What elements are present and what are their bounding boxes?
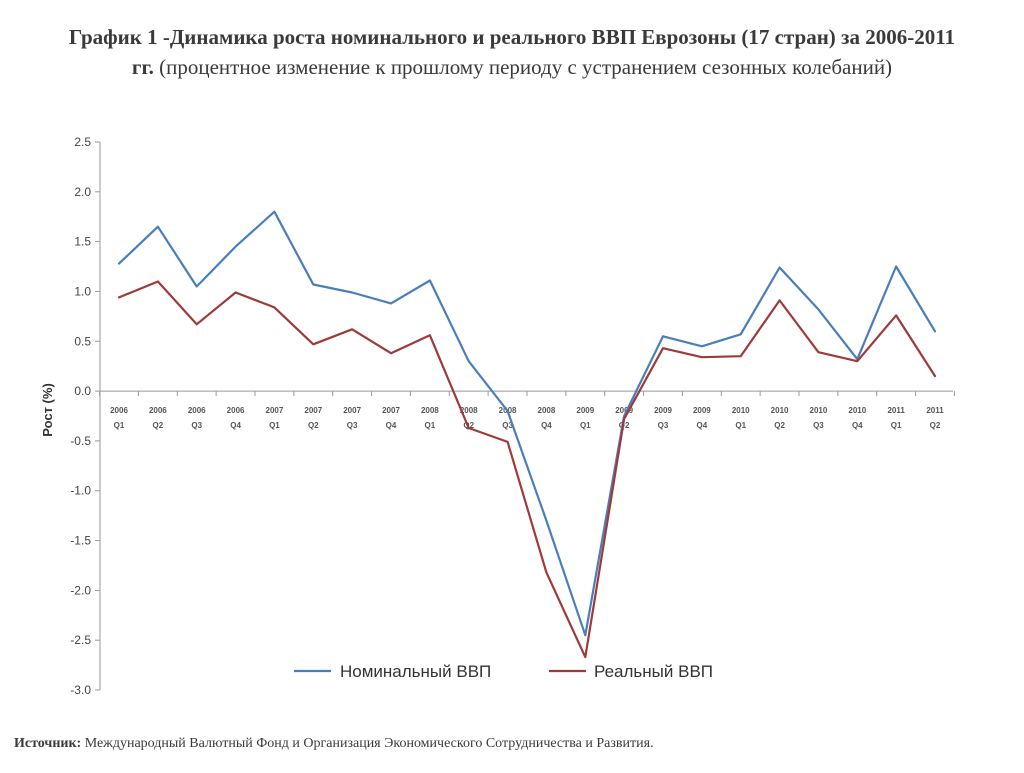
x-tick-label-quarter: Q4 bbox=[386, 421, 397, 430]
x-tick-label-quarter: Q1 bbox=[580, 421, 591, 430]
x-tick-label-year: 2007 bbox=[304, 406, 322, 415]
x-tick-label-year: 2009 bbox=[693, 406, 711, 415]
axes bbox=[95, 142, 954, 690]
x-tick-label-quarter: Q4 bbox=[697, 421, 708, 430]
x-tick-label-quarter: Q3 bbox=[347, 421, 358, 430]
y-tick-labels: 2.5 2.0 1.5 1.0 0.5 0.0 -0.5 -1.0 -1.5 -2.0 -2.5 -3… bbox=[70, 135, 91, 697]
x-tick-label-quarter: Q3 bbox=[813, 421, 824, 430]
y-tick-label: -1.5 bbox=[70, 534, 91, 548]
x-tick-label-year: 2009 bbox=[654, 406, 672, 415]
y-tick-label: -2.0 bbox=[70, 583, 91, 597]
y-tick-label: 0.0 bbox=[74, 384, 91, 398]
x-tick-label-year: 2006 bbox=[149, 406, 167, 415]
source-note: Источник: Международный Валютный Фонд и … bbox=[14, 736, 654, 752]
x-tick-label-quarter: Q4 bbox=[541, 421, 552, 430]
x-tick-label-quarter: Q2 bbox=[308, 421, 319, 430]
y-tick-label: -0.5 bbox=[70, 434, 91, 448]
x-tick-label-quarter: Q3 bbox=[191, 421, 202, 430]
x-tick-labels: 2006 Q1 2006 Q2 2006 Q3 2006 Q4 2007 Q1 2007 Q2 2007… bbox=[110, 406, 944, 430]
legend-label: Реальный ВВП bbox=[594, 662, 713, 681]
x-tick-label-quarter: Q4 bbox=[230, 421, 241, 430]
x-tick-label-year: 2007 bbox=[343, 406, 361, 415]
y-tick-label: 2.0 bbox=[74, 185, 91, 199]
x-tick-label-quarter: Q4 bbox=[852, 421, 863, 430]
x-tick-label-quarter: Q2 bbox=[153, 421, 164, 430]
x-tick-label-year: 2011 bbox=[926, 406, 944, 415]
x-tick-label-year: 2006 bbox=[110, 406, 128, 415]
x-tick-label-quarter: Q2 bbox=[930, 421, 941, 430]
y-tick-label: 0.5 bbox=[74, 334, 91, 348]
x-tick-label-quarter: Q2 bbox=[774, 421, 785, 430]
x-tick-label-year: 2010 bbox=[732, 406, 750, 415]
x-tick-label-year: 2011 bbox=[887, 406, 905, 415]
x-tick-label-quarter: Q1 bbox=[735, 421, 746, 430]
y-tick-label: -2.5 bbox=[70, 633, 91, 647]
x-tick-label-quarter: Q1 bbox=[269, 421, 280, 430]
x-tick-label-year: 2010 bbox=[771, 406, 789, 415]
x-tick-label-quarter: Q1 bbox=[891, 421, 902, 430]
y-tick-label: -1.0 bbox=[70, 484, 91, 498]
source-label: Источник: bbox=[14, 736, 81, 751]
x-tick-label-year: 2008 bbox=[421, 406, 439, 415]
y-tick-label: -3.0 bbox=[70, 683, 91, 697]
y-tick-label: 1.0 bbox=[74, 284, 91, 298]
x-tick-label-year: 2010 bbox=[810, 406, 828, 415]
x-tick-label-year: 2009 bbox=[576, 406, 594, 415]
y-tick-label: 2.5 bbox=[74, 135, 91, 149]
y-tick-label: 1.5 bbox=[74, 235, 91, 249]
x-tick-label-quarter: Q1 bbox=[425, 421, 436, 430]
x-tick-label-year: 2007 bbox=[382, 406, 400, 415]
series-line-real bbox=[119, 282, 935, 658]
x-tick-label-year: 2008 bbox=[538, 406, 556, 415]
x-tick-label-quarter: Q3 bbox=[658, 421, 669, 430]
x-tick-label-year: 2007 bbox=[266, 406, 284, 415]
legend: Номинальный ВВП Реальный ВВП bbox=[294, 662, 713, 681]
source-text: Международный Валютный Фонд и Организаци… bbox=[81, 736, 653, 751]
series-lines bbox=[119, 212, 935, 658]
x-tick-label-quarter: Q1 bbox=[114, 421, 125, 430]
legend-label: Номинальный ВВП bbox=[340, 662, 491, 681]
y-axis-label: Рост (%) bbox=[40, 383, 55, 437]
x-tick-label-year: 2006 bbox=[188, 406, 206, 415]
x-tick-label-year: 2006 bbox=[227, 406, 245, 415]
x-tick-label-year: 2010 bbox=[848, 406, 866, 415]
